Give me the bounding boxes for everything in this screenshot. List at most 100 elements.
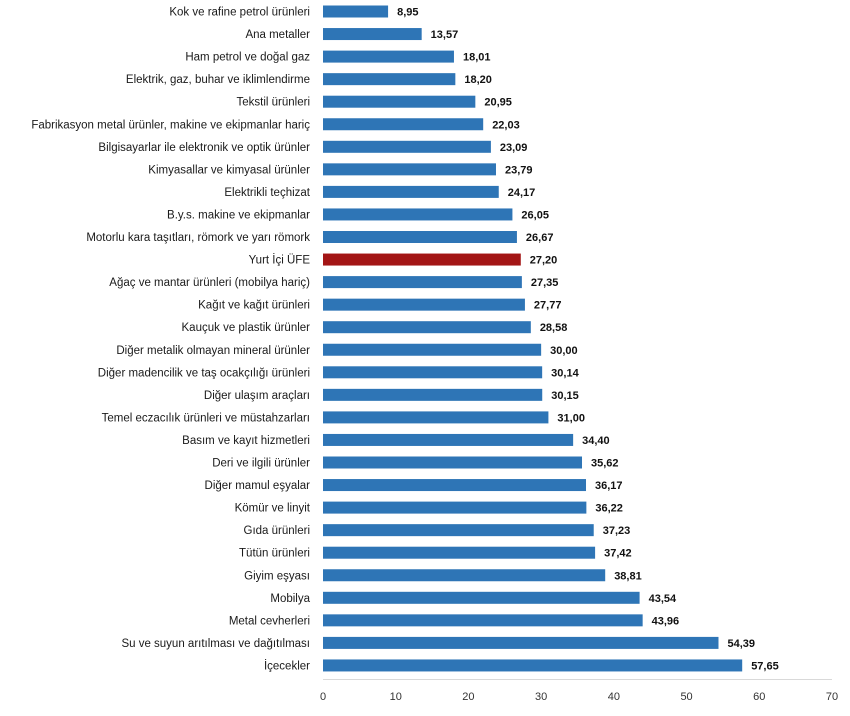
bar [323, 456, 583, 469]
bar [323, 343, 542, 356]
category-label: Kauçuk ve plastik ürünler [182, 322, 311, 334]
x-tick-label: 40 [608, 691, 620, 703]
value-label: 22,03 [492, 119, 520, 131]
bar [323, 253, 521, 266]
value-label: 27,35 [531, 277, 559, 289]
category-label: İçecekler [264, 659, 310, 672]
category-label: Motorlu kara taşıtları, römork ve yarı r… [86, 232, 310, 244]
bar [323, 501, 587, 514]
bar [323, 659, 743, 672]
category-label: Elektrikli teçhizat [224, 187, 310, 199]
value-label: 23,79 [505, 164, 533, 176]
bar [323, 118, 484, 131]
bar [323, 614, 643, 627]
category-label: Bilgisayarlar ile elektronik ve optik ür… [98, 142, 310, 154]
category-label: Ağaç ve mantar ürünleri (mobilya hariç) [109, 277, 310, 289]
bar [323, 163, 496, 176]
category-label: Kağıt ve kağıt ürünleri [198, 300, 310, 312]
category-label: Deri ve ilgili ürünler [212, 458, 310, 470]
value-label: 38,81 [614, 570, 642, 582]
category-label: Kok ve rafine petrol ürünleri [169, 7, 310, 19]
value-label: 28,58 [540, 322, 568, 334]
bar [323, 388, 543, 401]
x-tick-label: 30 [535, 691, 547, 703]
x-tick-label: 70 [826, 691, 838, 703]
bar [323, 479, 587, 492]
value-label: 36,17 [595, 480, 623, 492]
category-label: Diğer metalik olmayan mineral ürünler [116, 345, 310, 357]
value-label: 34,40 [582, 435, 610, 447]
category-label: Tekstil ürünleri [237, 97, 311, 109]
bar [323, 140, 491, 153]
value-label: 18,01 [463, 52, 491, 64]
x-axis: 0 10 20 30 40 50 60 70 [320, 678, 838, 703]
category-label: Metal cevherleri [229, 615, 310, 627]
bar [323, 5, 389, 18]
bar [323, 366, 543, 379]
category-label: Temel eczacılık ürünleri ve müstahzarlar… [102, 412, 310, 424]
x-tick-label: 0 [320, 691, 326, 703]
bar [323, 591, 640, 604]
category-label: Diğer mamul eşyalar [205, 480, 311, 492]
category-label: B.y.s. makine ve ekipmanlar [167, 209, 310, 221]
bar [323, 411, 549, 424]
value-label: 27,77 [534, 300, 562, 312]
bar [323, 546, 596, 559]
category-label: Tütün ürünleri [239, 548, 310, 560]
value-label: 31,00 [557, 412, 585, 424]
bar [323, 524, 594, 537]
category-label: Ana metaller [245, 29, 310, 41]
value-label: 37,23 [603, 525, 631, 537]
category-label: Kimyasallar ve kimyasal ürünler [148, 164, 310, 176]
bar [323, 28, 422, 41]
bar [323, 231, 517, 243]
category-label: Giyim eşyası [244, 570, 310, 582]
value-label: 20,95 [484, 97, 512, 109]
bar [323, 208, 513, 221]
bar [323, 73, 456, 86]
bars-layer [323, 5, 743, 672]
bar [323, 50, 454, 63]
value-label: 54,39 [727, 638, 755, 650]
category-label: Basım ve kayıt hizmetleri [182, 435, 310, 447]
category-label: Fabrikasyon metal ürünler, makine ve eki… [31, 119, 310, 131]
value-label: 18,20 [464, 74, 492, 86]
value-label: 24,17 [508, 187, 536, 199]
value-label: 23,09 [500, 142, 528, 154]
category-label: Diğer ulaşım araçları [204, 390, 310, 402]
category-labels-layer: Kok ve rafine petrol ürünleri Ana metalle… [31, 7, 310, 673]
value-label: 43,54 [649, 593, 677, 605]
value-label: 26,05 [521, 209, 549, 221]
category-label: Elektrik, gaz, buhar ve iklimlendirme [126, 74, 310, 86]
value-label: 8,95 [397, 7, 418, 19]
bar [323, 569, 606, 582]
bar [323, 185, 499, 198]
category-label: Mobilya [270, 593, 310, 605]
category-label: Diğer madencilik ve taş ocakçılığı ürünl… [98, 367, 310, 379]
bar [323, 276, 522, 289]
value-label: 36,22 [595, 503, 623, 515]
value-label: 35,62 [591, 458, 619, 470]
value-label: 43,96 [652, 615, 680, 627]
x-tick-label: 20 [462, 691, 474, 703]
value-label: 13,57 [431, 29, 459, 41]
value-label: 30,00 [550, 345, 578, 357]
category-label: Gıda ürünleri [244, 525, 310, 537]
x-tick-label: 10 [390, 691, 402, 703]
category-label: Yurt İçi ÜFE [249, 254, 311, 267]
value-labels-layer: 8,95 13,57 18,01 18,20 20,95 22,03 23,09 23,79 2… [397, 7, 779, 673]
value-label: 57,65 [751, 660, 779, 672]
value-label: 26,67 [526, 232, 554, 244]
category-label: Ham petrol ve doğal gaz [185, 52, 310, 64]
bar [323, 95, 476, 108]
x-tick-label: 50 [680, 691, 692, 703]
bar [323, 636, 719, 649]
bar [323, 321, 531, 334]
category-label: Kömür ve linyit [235, 503, 311, 515]
value-label: 27,20 [530, 255, 558, 267]
value-label: 30,14 [551, 367, 579, 379]
x-tick-label: 60 [753, 691, 765, 703]
value-label: 30,15 [551, 390, 579, 402]
